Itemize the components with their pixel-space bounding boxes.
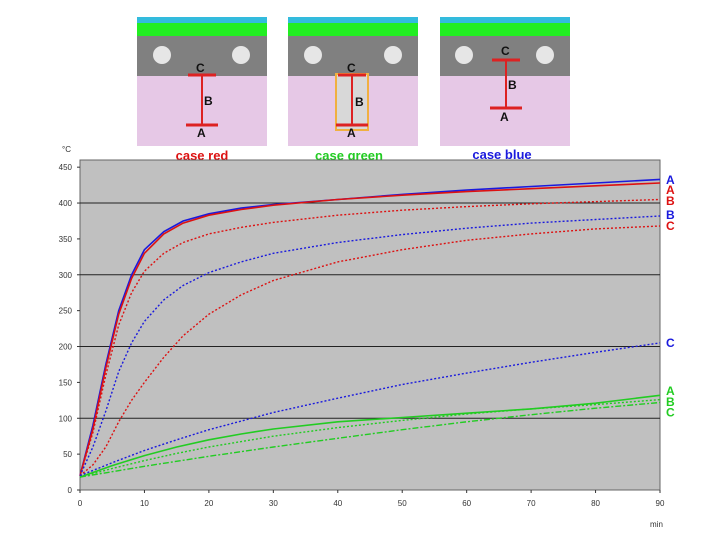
rebar-circle (536, 46, 554, 64)
series-line-red-c (79, 225, 661, 477)
y-tick-label: 0 (68, 486, 73, 495)
series-line-green-b (79, 398, 661, 478)
plot-area (79, 159, 661, 491)
y-tick-label: 300 (59, 271, 73, 280)
series-line-red-b (79, 198, 661, 476)
x-tick-label: 20 (204, 499, 213, 508)
end-label: A (666, 384, 675, 398)
rebar-circle (304, 46, 322, 64)
label-b: B (204, 94, 213, 108)
rebar-circle (232, 46, 250, 64)
label-a: A (347, 126, 356, 140)
x-tick-label: 50 (398, 499, 407, 508)
y-tick-label: 150 (59, 378, 73, 387)
x-tick-label: 40 (333, 499, 342, 508)
rebar-circle (153, 46, 171, 64)
cyan-layer (137, 17, 267, 23)
rebar-circle (455, 46, 473, 64)
cyan-layer (440, 17, 570, 23)
x-tick-label: 0 (78, 499, 83, 508)
label-a: A (500, 110, 509, 124)
end-label: B (666, 194, 675, 208)
label-c: C (347, 61, 356, 75)
x-axis-ticks: 0 10 20 30 40 50 60 70 80 90 (78, 490, 665, 508)
y-tick-label: 250 (59, 307, 73, 316)
end-label: C (666, 406, 675, 420)
label-b: B (355, 95, 364, 109)
label-c: C (196, 61, 205, 75)
x-tick-label: 10 (140, 499, 149, 508)
y-tick-label: 100 (59, 414, 73, 423)
green-layer (288, 23, 418, 36)
y-axis-label: °C (62, 145, 71, 154)
cyan-layer (288, 17, 418, 23)
line-chart: °C min 0 50 100 150 200 250 300 350 400 450 0 10 20… (59, 145, 675, 529)
grid (80, 202, 660, 419)
diagram-case-green: C B A case green (288, 17, 418, 163)
diagram-case-red: C B A case red (137, 17, 267, 163)
rebar-circle (384, 46, 402, 64)
y-tick-label: 450 (59, 163, 73, 172)
case-title-red: case red (176, 148, 229, 163)
series-lines (79, 178, 661, 478)
end-label: B (666, 395, 675, 409)
x-tick-label: 30 (269, 499, 278, 508)
x-tick-label: 90 (656, 499, 665, 508)
end-label: A (666, 183, 675, 197)
end-label: C (666, 336, 675, 350)
end-label: A (666, 173, 675, 187)
x-tick-label: 80 (591, 499, 600, 508)
x-tick-label: 70 (527, 499, 536, 508)
end-label: C (666, 219, 675, 233)
x-axis-label: min (650, 520, 663, 529)
label-c: C (501, 44, 510, 58)
label-b: B (508, 78, 517, 92)
series-line-green-c (79, 401, 661, 478)
end-label: B (666, 208, 675, 222)
series-line-red-a (79, 182, 661, 476)
y-tick-label: 400 (59, 199, 73, 208)
green-layer (137, 23, 267, 36)
y-tick-label: 50 (63, 450, 72, 459)
y-axis-ticks: 0 50 100 150 200 250 300 350 400 450 (59, 163, 80, 495)
series-line-blue-b (79, 215, 661, 476)
case-title-blue: case blue (472, 147, 531, 162)
case-title-green: case green (315, 148, 383, 163)
series-line-blue-c (79, 342, 661, 477)
y-tick-label: 200 (59, 343, 73, 352)
diagram-case-blue: C B A case blue (440, 17, 570, 162)
series-line-blue-a (79, 178, 661, 476)
green-layer (440, 23, 570, 36)
label-a: A (197, 126, 206, 140)
x-tick-label: 60 (462, 499, 471, 508)
y-tick-label: 350 (59, 235, 73, 244)
